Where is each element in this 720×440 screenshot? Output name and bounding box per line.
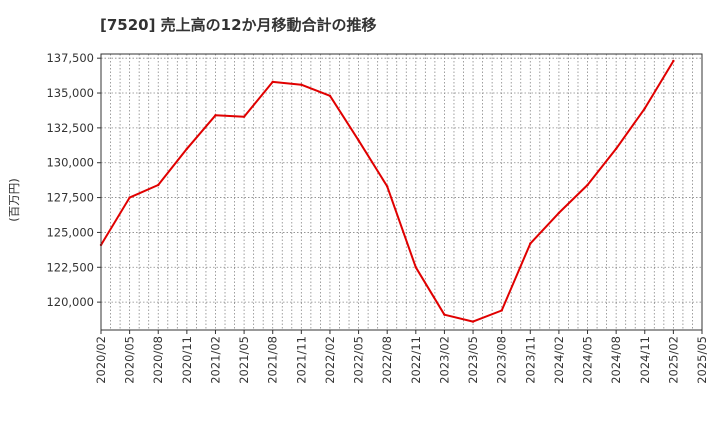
data-point <box>271 80 274 84</box>
x-tick-label: 2024/05 <box>581 336 595 384</box>
y-axis-label: (百万円) <box>7 178 21 221</box>
x-tick-label: 2021/08 <box>266 336 280 384</box>
y-tick-label: 125,000 <box>46 225 94 239</box>
y-tick-label: 135,000 <box>46 86 94 100</box>
x-tick-label: 2025/05 <box>695 336 709 384</box>
x-tick-label: 2021/05 <box>237 336 251 384</box>
grid <box>101 54 702 330</box>
x-tick-label: 2024/11 <box>638 336 652 384</box>
x-tick-label: 2024/08 <box>609 336 623 384</box>
data-point <box>128 196 131 199</box>
data-point <box>385 185 389 188</box>
x-tick-label: 2020/02 <box>94 336 108 384</box>
data-point <box>300 83 303 86</box>
x-tick-label: 2023/05 <box>466 336 480 384</box>
x-tick-label: 2024/02 <box>552 336 566 384</box>
y-tick-label: 137,500 <box>46 51 94 65</box>
x-tick-label: 2022/11 <box>409 336 423 384</box>
data-point <box>557 211 561 215</box>
y-tick-label: 122,500 <box>46 260 94 274</box>
data-point <box>471 320 475 323</box>
x-axis: 2020/02 2020/05 2020/08 2020/11 2021/02 2021/… <box>94 330 709 384</box>
y-axis: 120,000 122,500 125,000 127,500 130,000 132,5… <box>46 51 101 309</box>
data-point <box>157 183 160 187</box>
y-tick-label: 120,000 <box>46 295 94 309</box>
data-point <box>614 147 618 150</box>
data-point <box>500 309 503 312</box>
data-point <box>242 115 246 118</box>
y-tick-label: 127,500 <box>46 191 94 205</box>
y-tick-label: 130,000 <box>46 156 94 170</box>
x-tick-label: 2022/05 <box>352 336 366 384</box>
plot-frame <box>100 53 703 331</box>
data-point <box>586 183 589 187</box>
data-point <box>529 242 532 245</box>
x-tick-label: 2023/08 <box>495 336 509 384</box>
data-point <box>643 107 646 110</box>
chart-title: [7520] 売上高の12か月移動合計の推移 <box>100 16 377 34</box>
series-group <box>99 59 675 323</box>
x-tick-label: 2020/08 <box>151 336 165 384</box>
x-tick-label: 2022/02 <box>323 336 337 384</box>
data-point <box>185 147 189 150</box>
x-tick-label: 2021/02 <box>208 336 222 384</box>
data-point <box>357 139 360 142</box>
y-tick-label: 132,500 <box>46 121 94 135</box>
x-tick-label: 2021/11 <box>294 336 308 384</box>
data-point <box>414 266 418 269</box>
x-tick-label: 2022/08 <box>380 336 394 384</box>
x-tick-label: 2023/11 <box>523 336 537 384</box>
data-point <box>443 313 446 316</box>
data-point <box>328 94 332 98</box>
x-tick-label: 2025/02 <box>666 336 680 384</box>
data-point <box>672 59 675 63</box>
x-tick-label: 2020/05 <box>123 336 137 384</box>
x-tick-label: 2020/11 <box>180 336 194 384</box>
data-point <box>214 114 217 117</box>
x-tick-label: 2023/02 <box>437 336 451 384</box>
